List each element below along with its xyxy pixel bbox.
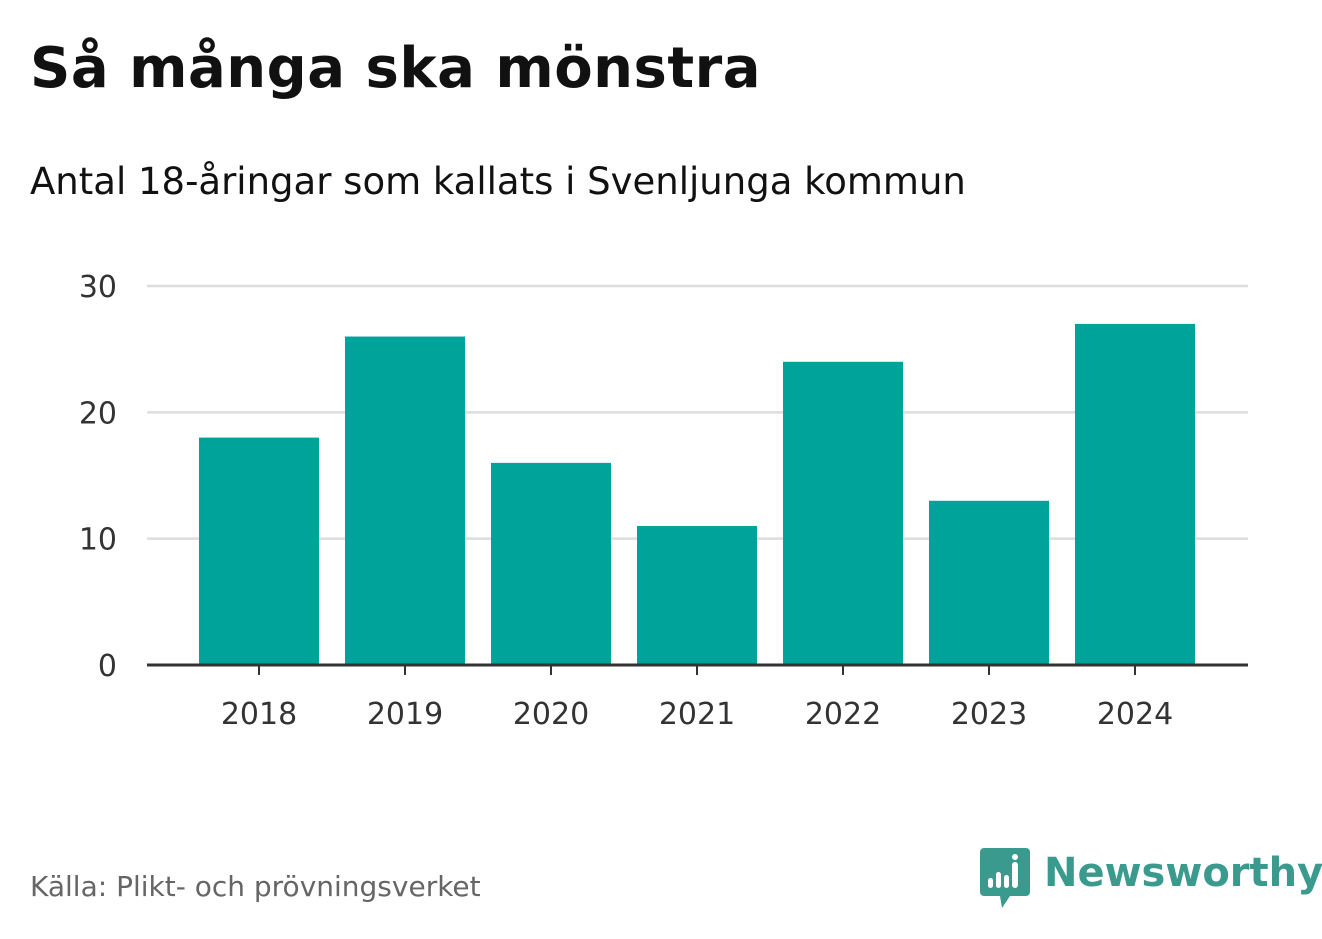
x-tick-label: 2022: [805, 697, 881, 732]
tick-labels: 0 10 20 30 2018 2019 2020 2021 2022 2023 2024: [79, 270, 1173, 732]
y-tick-label: 10: [79, 523, 117, 558]
x-tick-label: 2023: [951, 697, 1027, 732]
bar-2021: [637, 526, 757, 665]
chart-subtitle: Antal 18-åringar som kallats i Svenljung…: [30, 160, 966, 203]
bar-2020: [491, 462, 611, 665]
x-tick-label: 2021: [659, 697, 735, 732]
brand-name: Newsworthy: [1044, 850, 1322, 896]
x-tick-label: 2020: [513, 697, 589, 732]
bar-2023: [929, 500, 1049, 665]
bar-chart: 0 10 20 30 2018 2019 2020 2021 2022 2023 2024: [79, 270, 1248, 732]
bar-2024: [1075, 323, 1195, 665]
x-tick-label: 2019: [367, 697, 443, 732]
y-tick-label: 0: [98, 649, 117, 684]
brand-logo: Newsworthy: [980, 848, 1322, 912]
x-tick-label: 2024: [1097, 697, 1173, 732]
axes: [147, 663, 1248, 675]
y-tick-label: 20: [79, 396, 117, 431]
source-note: Källa: Plikt- och prövningsverket: [30, 870, 481, 903]
bar-2018: [199, 437, 319, 665]
chart-title: Så många ska mönstra: [30, 36, 762, 101]
bar-2022: [783, 361, 903, 665]
x-tick-label: 2018: [221, 697, 297, 732]
y-tick-label: 30: [79, 270, 117, 305]
newsworthy-logo-icon: [980, 848, 1030, 908]
bar-2019: [345, 336, 465, 665]
bars: [199, 323, 1195, 665]
